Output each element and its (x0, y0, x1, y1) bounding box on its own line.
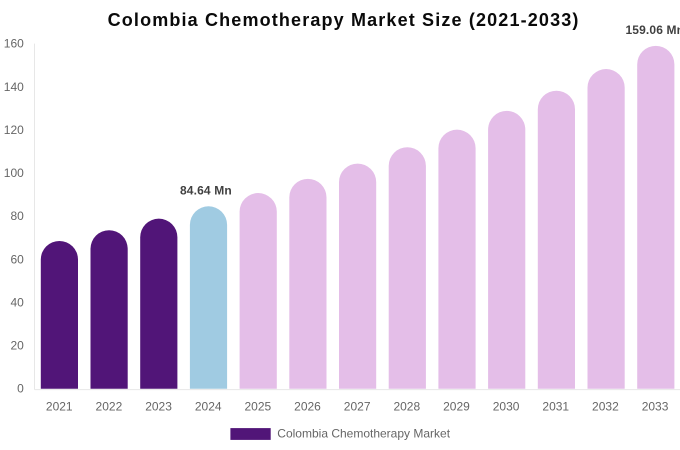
svg-text:160: 160 (4, 37, 24, 51)
svg-text:2033: 2033 (642, 400, 669, 414)
svg-text:80: 80 (10, 209, 24, 223)
svg-text:0: 0 (17, 382, 24, 396)
svg-text:2032: 2032 (592, 400, 619, 414)
svg-text:Colombia Chemotherapy Market: Colombia Chemotherapy Market (277, 427, 450, 441)
svg-text:2028: 2028 (393, 400, 420, 414)
svg-text:2022: 2022 (96, 400, 123, 414)
svg-text:120: 120 (4, 123, 24, 137)
svg-text:2030: 2030 (493, 400, 520, 414)
svg-text:2027: 2027 (344, 400, 371, 414)
svg-text:2026: 2026 (294, 400, 321, 414)
svg-text:100: 100 (4, 166, 24, 180)
svg-text:2025: 2025 (244, 400, 271, 414)
svg-text:2023: 2023 (145, 400, 172, 414)
svg-text:140: 140 (4, 80, 24, 94)
svg-text:Colombia Chemotherapy Market S: Colombia Chemotherapy Market Size (2021-… (108, 10, 580, 30)
svg-text:2029: 2029 (443, 400, 470, 414)
svg-text:84.64 Mn: 84.64 Mn (180, 184, 232, 198)
svg-text:159.06 Mn: 159.06 Mn (625, 23, 680, 37)
svg-text:20: 20 (10, 339, 24, 353)
svg-text:40: 40 (10, 295, 24, 309)
svg-text:2021: 2021 (46, 400, 73, 414)
svg-text:2031: 2031 (542, 400, 569, 414)
svg-text:60: 60 (10, 252, 24, 266)
svg-text:2024: 2024 (195, 400, 222, 414)
